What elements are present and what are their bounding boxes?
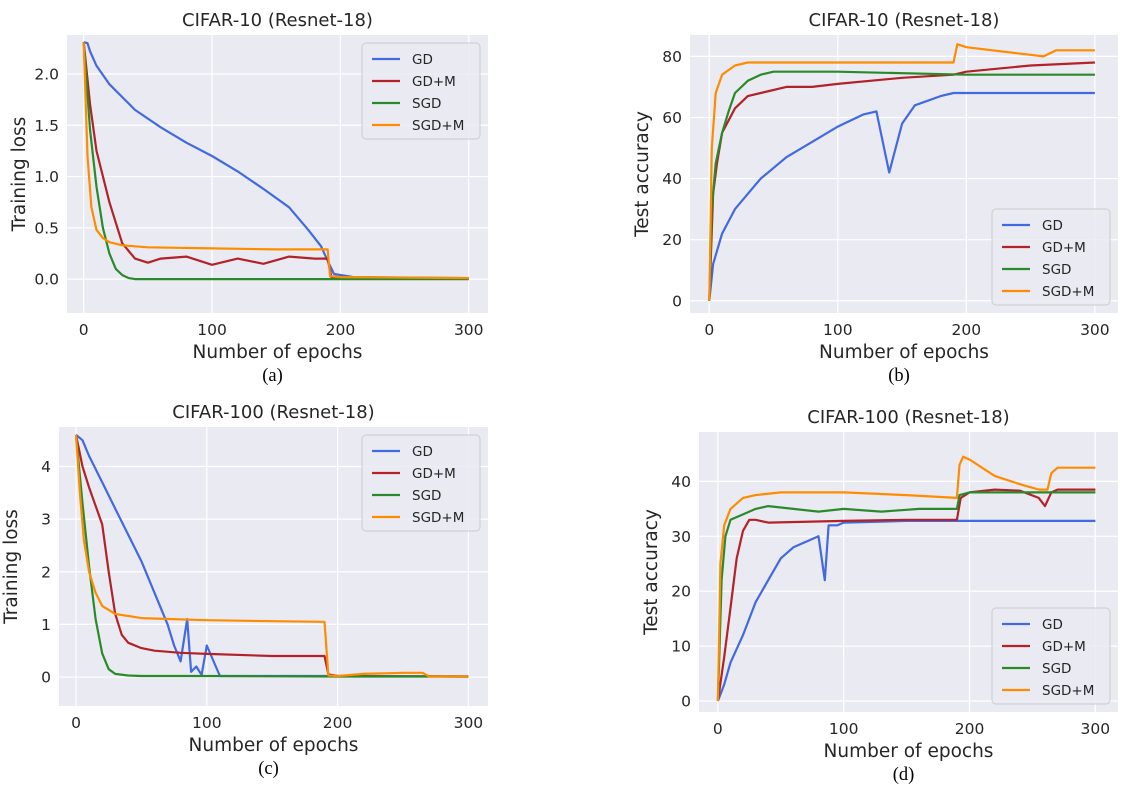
y-tick-label: 0 <box>672 292 682 310</box>
y-tick-label: 4 <box>41 458 51 476</box>
x-tick-label: 0 <box>704 321 714 339</box>
series-line-sgd <box>74 434 469 678</box>
x-axis-label: Number of epochs <box>824 741 994 762</box>
x-tick-label: 300 <box>454 321 484 339</box>
y-tick-label: 1.5 <box>34 117 59 135</box>
y-axis-label: Training loss <box>9 117 30 233</box>
y-tick-label: 40 <box>671 473 691 491</box>
legend-label: SGD <box>1042 661 1071 677</box>
legend-label: GD <box>412 444 433 460</box>
x-axis-label: Number of epochs <box>193 342 363 363</box>
legend: GD GD+M SGD SGD+M <box>991 607 1111 705</box>
y-tick-label: 0 <box>41 669 51 687</box>
y-tick-label: 20 <box>662 231 682 249</box>
x-tick-label: 0 <box>79 321 89 339</box>
y-tick-label: 60 <box>662 109 682 127</box>
panel-a: 0 100 200 300 0.0 0.5 1.0 1.5 2.0 CIFAR-10 (Resne… <box>9 10 488 386</box>
panel-d: 0 100 200 300 0 10 20 30 40 CIFAR-100 (Resnet-18)… <box>641 407 1118 785</box>
series-line-sgd-plus-m <box>82 42 469 280</box>
legend: GD GD+M SGD SGD+M <box>991 208 1111 306</box>
legend-label: SGD <box>412 96 441 112</box>
legend: GD GD+M SGD SGD+M <box>361 434 481 532</box>
legend-label: GD <box>412 52 433 68</box>
series-line-sgd-plus-m <box>74 434 469 678</box>
chart-title: CIFAR-100 (Resnet-18) <box>807 407 1009 428</box>
series-line-gd-plus-m <box>716 488 1096 702</box>
series-line-sgd-plus-m <box>716 455 1096 702</box>
panel-b: 0 100 200 300 0 20 40 60 80 CIFAR-10 (Resnet-18) N… <box>632 10 1118 386</box>
y-tick-label: 3 <box>41 511 51 529</box>
panel-caption: (d) <box>893 765 915 785</box>
legend-label: GD <box>1042 218 1063 234</box>
legend-label: GD <box>1042 617 1063 633</box>
x-tick-label: 300 <box>454 714 484 732</box>
y-tick-label: 0.5 <box>34 219 59 237</box>
y-tick-label: 0.0 <box>34 271 59 289</box>
legend-label: SGD <box>412 488 441 504</box>
series-group <box>74 434 469 678</box>
panel-caption: (c) <box>258 759 279 779</box>
legend-box <box>991 208 1111 306</box>
series-group <box>708 43 1095 301</box>
y-axis-label: Training loss <box>1 509 22 625</box>
legend-label: GD+M <box>1042 639 1086 655</box>
y-tick-label: 2.0 <box>34 65 59 83</box>
x-axis-label: Number of epochs <box>819 342 989 363</box>
legend-box <box>361 434 481 532</box>
legend-label: SGD <box>1042 262 1071 278</box>
series-line-gd-plus-m <box>74 434 469 678</box>
x-tick-label: 100 <box>192 714 222 732</box>
x-tick-label: 0 <box>713 720 723 738</box>
x-tick-label: 0 <box>71 714 81 732</box>
legend-label: SGD+M <box>1042 284 1094 300</box>
x-tick-label: 200 <box>955 720 985 738</box>
legend-label: GD+M <box>412 74 456 90</box>
y-tick-label: 20 <box>671 583 691 601</box>
series-line-gd <box>75 434 469 678</box>
x-axis-label: Number of epochs <box>189 735 359 756</box>
series-group <box>716 455 1096 702</box>
y-axis-label: Test accuracy <box>641 509 662 636</box>
chart-title: CIFAR-10 (Resnet-18) <box>182 10 373 31</box>
y-tick-label: 80 <box>662 48 682 66</box>
legend-label: GD+M <box>1042 240 1086 256</box>
series-line-gd <box>708 91 1095 301</box>
y-tick-label: 1.0 <box>34 168 59 186</box>
x-tick-label: 200 <box>323 714 353 732</box>
series-group <box>82 41 469 281</box>
legend-label: GD+M <box>412 466 456 482</box>
y-tick-label: 2 <box>41 563 51 581</box>
panel-caption: (a) <box>262 366 283 386</box>
series-line-sgd <box>82 42 469 281</box>
y-tick-label: 30 <box>671 528 691 546</box>
series-line-sgd-plus-m <box>708 43 1095 301</box>
legend-box <box>361 42 481 140</box>
legend-box <box>991 607 1111 705</box>
x-tick-label: 300 <box>1081 720 1111 738</box>
series-line-sgd <box>708 70 1095 301</box>
y-tick-label: 0 <box>681 693 691 711</box>
legend-label: SGD+M <box>412 510 464 526</box>
x-tick-label: 100 <box>829 720 859 738</box>
chart-title: CIFAR-100 (Resnet-18) <box>172 402 374 423</box>
legend-label: SGD+M <box>1042 683 1094 699</box>
y-tick-label: 10 <box>671 638 691 656</box>
series-line-sgd <box>716 491 1096 702</box>
x-tick-label: 200 <box>952 321 982 339</box>
legend-label: SGD+M <box>412 118 464 134</box>
legend: GD GD+M SGD SGD+M <box>361 42 481 140</box>
x-tick-label: 200 <box>326 321 356 339</box>
panel-caption: (b) <box>888 366 910 386</box>
x-tick-label: 300 <box>1080 321 1110 339</box>
chart-title: CIFAR-10 (Resnet-18) <box>809 10 1000 31</box>
y-tick-label: 1 <box>41 616 51 634</box>
series-line-gd <box>716 519 1096 702</box>
x-tick-label: 100 <box>823 321 853 339</box>
y-tick-label: 40 <box>662 170 682 188</box>
panel-c: 0 100 200 300 0 1 2 3 4 CIFAR-100 (Resnet-18) Numb… <box>1 402 488 779</box>
x-tick-label: 100 <box>197 321 227 339</box>
y-axis-label: Test accuracy <box>632 111 653 238</box>
